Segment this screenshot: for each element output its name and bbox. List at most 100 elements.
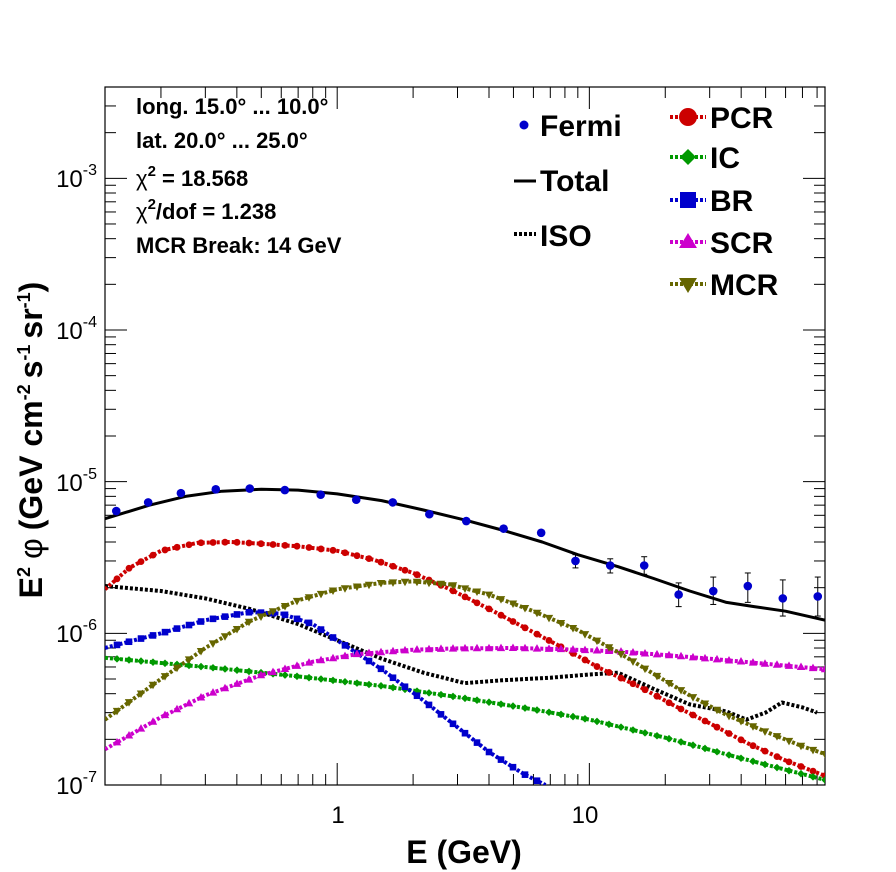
ic-marker [449, 692, 457, 701]
y-tick-labels: 10-7 10-6 10-5 10-4 10-3 [56, 162, 97, 800]
ic-marker [293, 672, 301, 681]
scr-marker [460, 643, 470, 652]
br-marker [509, 763, 517, 771]
pcr-marker [173, 543, 181, 551]
fermi-point [351, 495, 361, 505]
ic-marker [689, 741, 697, 750]
pcr-marker [797, 763, 805, 770]
ic-marker [557, 710, 565, 719]
ic-marker [593, 717, 601, 726]
scr-curve [105, 646, 825, 752]
x-tick-labels: 1 10 [331, 802, 598, 829]
scr-marker [520, 643, 530, 652]
mcr-marker [760, 728, 770, 736]
mcr-marker [736, 718, 746, 726]
ic-marker [797, 769, 805, 778]
fermi-point [743, 581, 753, 591]
axis-ticks [105, 86, 825, 786]
fermi-point [388, 498, 397, 507]
ic-marker [173, 660, 181, 669]
mcr-marker [280, 603, 290, 611]
fermi-point [674, 590, 683, 599]
mcr-marker [172, 664, 182, 673]
ic-marker [785, 766, 793, 775]
mcr-marker [676, 687, 686, 695]
ic-marker [233, 666, 241, 674]
legend-item-ic: IC [670, 142, 740, 175]
scr-marker [232, 679, 242, 687]
mcr-marker [256, 613, 266, 621]
br-marker [473, 739, 481, 746]
scr-marker [712, 654, 722, 663]
ic-marker [161, 659, 169, 668]
legend-item-mcr: MCR [670, 269, 779, 302]
pcr-marker [269, 541, 277, 548]
mcr-marker [220, 633, 230, 641]
pcr-marker [533, 630, 541, 638]
y-axis-title: E2φ(GeV cm-2s-1sr-1) [13, 282, 49, 599]
fermi-point [499, 524, 508, 533]
ic-marker [497, 700, 505, 708]
pcr-marker [161, 546, 169, 554]
mcr-marker [160, 673, 170, 681]
scr-marker [640, 648, 650, 657]
scr-marker [244, 675, 254, 683]
br-marker [401, 683, 409, 691]
x-tick-label-10: 10 [572, 802, 599, 829]
mcr-marker [688, 694, 698, 702]
scr-marker [304, 658, 314, 666]
pcr-marker [293, 542, 301, 550]
fermi-point [280, 485, 290, 495]
pcr-marker [677, 705, 685, 713]
br-marker [461, 729, 469, 737]
longitude-range: long. 15.0° ... 10.0° [136, 94, 328, 119]
mcr-marker [352, 583, 362, 591]
mcr-marker [496, 596, 506, 604]
ic-marker [437, 690, 445, 699]
fermi-point [245, 484, 255, 493]
mcr-marker [568, 625, 578, 633]
pcr-marker [521, 624, 529, 632]
ic-marker [521, 704, 529, 712]
legend-label-iso: ISO [540, 220, 592, 253]
mcr-marker [592, 637, 602, 646]
ic-marker [377, 682, 385, 690]
legend-item-iso: ISO [514, 220, 592, 253]
scr-marker [508, 643, 518, 652]
fermi-data-points [111, 484, 823, 617]
ic-marker [629, 726, 637, 734]
mcr-marker [364, 581, 374, 590]
legend-marker-scr [679, 233, 697, 248]
pcr-marker [245, 539, 253, 547]
ic-marker [533, 706, 541, 714]
pcr-marker [485, 605, 493, 613]
ic-marker [137, 657, 145, 665]
mcr-marker [772, 733, 782, 741]
br-marker [497, 756, 505, 763]
pcr-marker [377, 558, 385, 566]
fermi-point [143, 498, 153, 507]
model-curves [105, 487, 825, 785]
scr-marker [484, 643, 494, 652]
br-marker [329, 634, 337, 641]
ic-marker [545, 708, 553, 717]
br-marker [389, 674, 397, 682]
mcr-marker [400, 578, 410, 587]
pcr-marker [401, 566, 409, 574]
legend-label-total: Total [540, 165, 609, 198]
y-tick-label: 10-7 [56, 769, 97, 800]
scr-marker [184, 698, 194, 707]
ic-marker [821, 776, 825, 784]
scr-marker [556, 644, 566, 653]
x-axis-title: E (GeV) [406, 834, 522, 870]
pcr-marker [389, 562, 397, 570]
fermi-point [461, 516, 471, 526]
pcr-marker [113, 575, 121, 583]
pcr-marker [749, 742, 757, 750]
chi-square: χ2 = 18.568 [136, 163, 248, 191]
pcr-marker [365, 555, 373, 563]
pcr-marker [689, 711, 697, 719]
scr-marker [220, 683, 230, 692]
scr-marker [148, 717, 158, 725]
